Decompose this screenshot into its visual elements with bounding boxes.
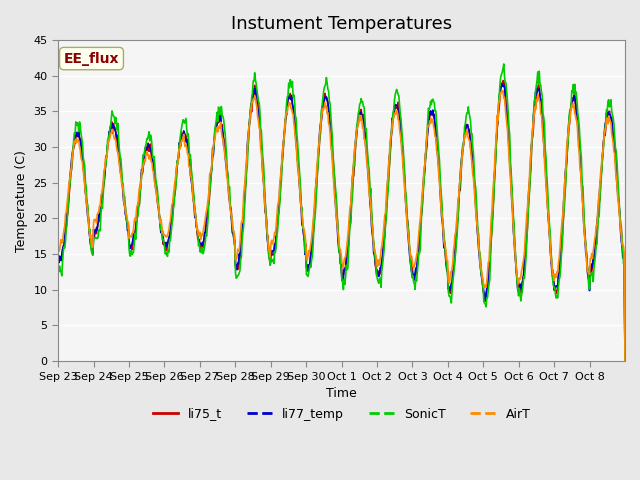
X-axis label: Time: Time xyxy=(326,387,357,400)
Title: Instument Temperatures: Instument Temperatures xyxy=(231,15,452,33)
Text: EE_flux: EE_flux xyxy=(64,51,119,66)
Legend: li75_t, li77_temp, SonicT, AirT: li75_t, li77_temp, SonicT, AirT xyxy=(148,403,536,425)
Y-axis label: Temperature (C): Temperature (C) xyxy=(15,150,28,252)
